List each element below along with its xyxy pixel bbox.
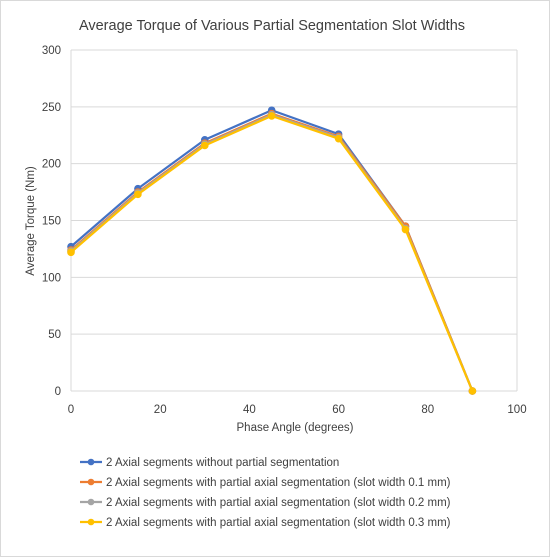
data-point bbox=[468, 387, 477, 395]
y-tick-label: 100 bbox=[42, 272, 61, 284]
legend-item: 2 Axial segments with partial axial segm… bbox=[80, 517, 451, 529]
x-axis-title: Phase Angle (degrees) bbox=[237, 422, 354, 434]
y-tick-label: 300 bbox=[42, 45, 61, 57]
legend-marker bbox=[87, 518, 95, 526]
legend-marker bbox=[87, 498, 95, 506]
data-point bbox=[67, 248, 75, 257]
legend-marker bbox=[87, 458, 95, 466]
y-tick-label: 250 bbox=[42, 102, 61, 114]
axes: 0 50 100 150 200 250 300 0 20 40 60 80 100 bbox=[42, 45, 527, 416]
data-point bbox=[201, 141, 209, 150]
chart-title: Average Torque of Various Partial Segmen… bbox=[79, 18, 465, 34]
y-tick-label: 50 bbox=[48, 329, 61, 341]
legend-item: 2 Axial segments without partial segment… bbox=[80, 457, 339, 469]
legend-item: 2 Axial segments with partial axial segm… bbox=[80, 477, 451, 489]
y-axis-title: Average Torque (Nm) bbox=[25, 166, 37, 276]
data-point bbox=[334, 134, 343, 143]
x-tick-label: 100 bbox=[507, 404, 526, 416]
gridlines bbox=[70, 49, 518, 392]
legend-label: 2 Axial segments without partial segment… bbox=[106, 457, 339, 469]
x-tick-label: 20 bbox=[154, 404, 167, 416]
legend-marker bbox=[87, 478, 95, 486]
legend: 2 Axial segments without partial segment… bbox=[80, 457, 451, 529]
legend-item: 2 Axial segments with partial axial segm… bbox=[80, 497, 451, 509]
data-point bbox=[267, 112, 276, 120]
legend-label: 2 Axial segments with partial axial segm… bbox=[106, 497, 451, 509]
x-tick-label: 80 bbox=[421, 404, 434, 416]
y-tick-label: 200 bbox=[42, 159, 61, 171]
y-tick-label: 150 bbox=[42, 216, 61, 228]
legend-label: 2 Axial segments with partial axial segm… bbox=[106, 477, 451, 489]
x-tick-label: 60 bbox=[332, 404, 345, 416]
x-tick-label: 40 bbox=[243, 404, 256, 416]
y-tick-label: 0 bbox=[55, 386, 61, 398]
series-lines bbox=[67, 106, 477, 395]
x-tick-label: 0 bbox=[68, 404, 74, 416]
data-point bbox=[401, 225, 410, 234]
data-point bbox=[134, 190, 142, 199]
legend-label: 2 Axial segments with partial axial segm… bbox=[106, 517, 451, 529]
series-4 bbox=[67, 112, 477, 395]
